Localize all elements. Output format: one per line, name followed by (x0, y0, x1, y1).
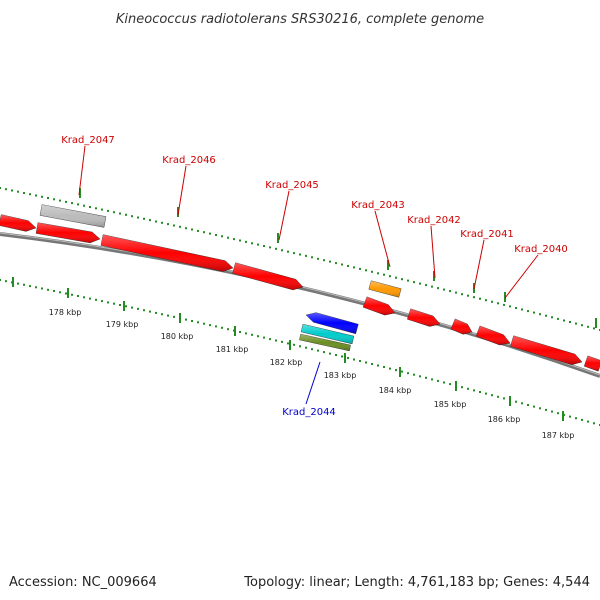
accession-text: Accession: NC_009664 (9, 575, 157, 590)
rna-feature (368, 280, 402, 298)
label-leader-lines (78, 145, 539, 405)
label-leader-line (430, 225, 436, 279)
label-leader-line (504, 254, 539, 299)
ruler-tick-labels: 178 kbp 179 kbp 180 kbp 181 kbp 182 kbp 183 k… (49, 308, 575, 440)
gene-label: Krad_2043 (351, 200, 405, 211)
gene-arrow (232, 262, 304, 291)
ruler-tick-label: 185 kbp (434, 400, 467, 409)
reverse-gene-arrow (305, 312, 359, 335)
gene-label: Krad_2045 (265, 180, 319, 191)
map-title: Kineococcus radiotolerans SRS30216, comp… (116, 12, 484, 27)
gene-label: Krad_2046 (162, 155, 216, 166)
feature-track (0, 204, 600, 372)
gene-arrow (100, 234, 234, 272)
gene-arrow (407, 308, 441, 327)
ruler-tick-label: 183 kbp (324, 371, 357, 380)
gene-arrow (450, 318, 473, 335)
label-leader-line (305, 361, 321, 405)
gene-label: Krad_2044 (282, 407, 336, 418)
label-leader-line (473, 239, 485, 290)
ruler-tick-label: 184 kbp (379, 386, 412, 395)
ruler-tick-label: 182 kbp (270, 358, 303, 367)
olive-feature (299, 333, 351, 352)
label-leader-line (177, 165, 187, 216)
gene-label: Krad_2042 (407, 215, 461, 226)
gene-arrow (510, 335, 583, 365)
label-leader-line (278, 190, 290, 241)
topology-text: Topology: linear; Length: 4,761,183 bp; … (243, 575, 590, 590)
gene-label: Krad_2041 (460, 229, 514, 240)
gene-arrow (475, 325, 511, 346)
gene-arrow (0, 214, 37, 232)
ruler-tick-label: 186 kbp (488, 415, 521, 424)
gene-arrow (583, 355, 600, 372)
gene-label: Krad_2040 (514, 244, 568, 255)
upper-ruler-dots (0, 187, 600, 331)
ruler-tick-label: 181 kbp (216, 345, 249, 354)
gene-arrow (35, 222, 101, 244)
label-leader-line (78, 145, 86, 196)
ruler-tick-label: 180 kbp (161, 332, 194, 341)
gene-label: Krad_2047 (61, 135, 115, 146)
ruler-tick-label: 187 kbp (542, 431, 575, 440)
gene-labels: Krad_2047Krad_2046Krad_2045Krad_2043Krad… (61, 135, 568, 418)
cyan-feature (300, 323, 355, 345)
pseudogene-block (39, 204, 107, 228)
gene-arrow (362, 296, 396, 316)
ruler-tick-label: 178 kbp (49, 308, 82, 317)
ruler-tick-label: 179 kbp (106, 320, 139, 329)
label-leader-line (374, 210, 391, 268)
ruler-tracks (0, 187, 600, 426)
